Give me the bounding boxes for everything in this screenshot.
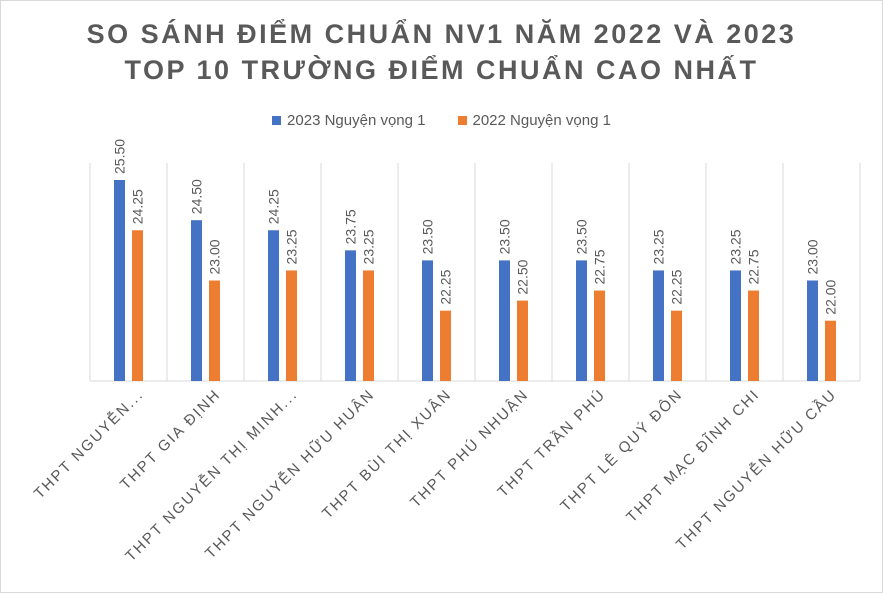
data-label-2022-5: 22.50 bbox=[515, 259, 531, 294]
legend-item-2022: 2022 Nguyện vọng 1 bbox=[457, 112, 611, 129]
bar-2023-0 bbox=[114, 180, 125, 381]
legend-swatch-2022 bbox=[457, 116, 467, 125]
data-label-2022-6: 22.75 bbox=[592, 249, 608, 284]
data-label-2023-6: 23.50 bbox=[574, 219, 590, 254]
data-label-2022-1: 23.00 bbox=[207, 239, 223, 274]
bar-2022-5 bbox=[517, 300, 528, 381]
legend-item-2023: 2023 Nguyện vọng 1 bbox=[272, 112, 426, 129]
bar-2022-1 bbox=[209, 280, 220, 381]
legend-label-2022: 2022 Nguyện vọng 1 bbox=[472, 112, 611, 129]
data-label-2023-8: 23.25 bbox=[728, 229, 744, 264]
data-label-2023-0: 25.50 bbox=[112, 139, 128, 174]
bar-2023-2 bbox=[268, 230, 279, 381]
bar-2022-7 bbox=[671, 310, 682, 381]
x-tick-label-3: THPT NGUYỄN HỮU HUÂN bbox=[202, 386, 378, 562]
data-label-2022-3: 23.25 bbox=[361, 229, 377, 264]
bar-2023-5 bbox=[499, 260, 510, 381]
legend-label-2023: 2023 Nguyện vọng 1 bbox=[287, 112, 426, 129]
bar-2022-3 bbox=[363, 270, 374, 381]
data-label-2023-4: 23.50 bbox=[420, 219, 436, 254]
bar-2022-6 bbox=[594, 290, 605, 381]
data-label-2022-0: 24.25 bbox=[130, 189, 146, 224]
bar-2023-4 bbox=[422, 260, 433, 381]
data-label-2023-5: 23.50 bbox=[497, 219, 513, 254]
x-tick-label-4: THPT BÙI THỊ XUÂN bbox=[319, 386, 455, 522]
bar-2023-7 bbox=[653, 270, 664, 381]
bar-2023-6 bbox=[576, 260, 587, 381]
data-label-2023-2: 24.25 bbox=[266, 189, 282, 224]
bar-2022-9 bbox=[825, 320, 836, 381]
bar-2023-9 bbox=[807, 280, 818, 381]
legend: 2023 Nguyện vọng 1 2022 Nguyện vọng 1 bbox=[0, 112, 883, 129]
data-label-2023-3: 23.75 bbox=[343, 209, 359, 244]
data-label-2023-7: 23.25 bbox=[651, 229, 667, 264]
bar-2022-4 bbox=[440, 310, 451, 381]
bar-2023-8 bbox=[730, 270, 741, 381]
x-tick-label-2: THPT NGUYỄN THỊ MINH... bbox=[122, 386, 301, 565]
data-label-2022-2: 23.25 bbox=[284, 229, 300, 264]
bar-2023-1 bbox=[191, 220, 202, 381]
bar-2022-0 bbox=[132, 230, 143, 381]
chart-title-line2: TOP 10 TRƯỜNG ĐIỂM CHUẨN CAO NHẤT bbox=[124, 55, 759, 85]
data-label-2022-7: 22.25 bbox=[669, 269, 685, 304]
data-label-2022-9: 22.00 bbox=[823, 279, 839, 314]
x-tick-label-8: THPT MẠC ĐĨNH CHI bbox=[623, 386, 763, 526]
data-label-2023-9: 23.00 bbox=[805, 239, 821, 274]
bar-2023-3 bbox=[345, 250, 356, 381]
chart-title-line1: SO SÁNH ĐIỂM CHUẨN NV1 NĂM 2022 VÀ 2023 bbox=[86, 19, 797, 49]
bar-2022-8 bbox=[748, 290, 759, 381]
bar-2022-2 bbox=[286, 270, 297, 381]
legend-swatch-2023 bbox=[272, 116, 282, 125]
x-tick-label-9: THPT NGUYỄN HỮU CẦU bbox=[673, 386, 840, 553]
data-label-2022-8: 22.75 bbox=[746, 249, 762, 284]
data-label-2023-1: 24.50 bbox=[189, 179, 205, 214]
data-label-2022-4: 22.25 bbox=[438, 269, 454, 304]
